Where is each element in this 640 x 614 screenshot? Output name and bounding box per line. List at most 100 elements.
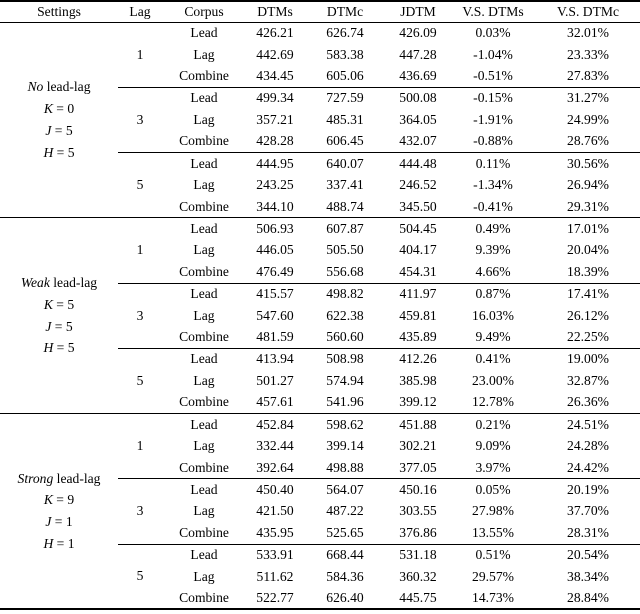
cell-dtms: 476.49 (256, 263, 294, 279)
table-row: 5 Lead 444.95 640.07 444.48 0.11% 30.56% (0, 151, 640, 218)
cell-vs-dtms: 0.41% (450, 347, 536, 370)
setting-param: K = 9 (0, 489, 118, 511)
cell-dtms: 444.95 (246, 152, 304, 175)
corpus-cell: Lead (162, 217, 246, 240)
cell-dtms: 522.77 (256, 589, 294, 605)
param-value: = 9 (52, 492, 75, 508)
cell-jdtm: 445.75 (399, 589, 437, 605)
cell-dtmc: 488.74 (326, 198, 364, 214)
cell-dtms: 243.25 (256, 177, 294, 193)
cell-dtms: 392.64 (256, 459, 294, 475)
setting-param: K = 0 (0, 98, 118, 120)
table-row: 3 Lead 450.40 564.07 450.16 0.05% 20.19% (0, 478, 640, 544)
cell-vs-dtmc: 28.76% (567, 133, 609, 149)
table-header: Settings Lag Corpus DTMs DTMc JDTM V.S. … (0, 1, 640, 23)
cell-vs-dtmc: 20.19% (536, 478, 640, 501)
corpus-cell: Lag (193, 242, 215, 258)
cell-vs-dtms: 3.97% (475, 459, 511, 475)
cell-jdtm: 454.31 (399, 263, 437, 279)
cell-jdtm: 432.07 (399, 133, 437, 149)
cell-dtms: 421.50 (256, 503, 294, 519)
lag-cell: 3 (118, 478, 162, 544)
cell-jdtm: 444.48 (386, 152, 450, 175)
table-row: Lag 501.27 574.94 385.98 23.00% 32.87% (0, 370, 640, 392)
cell-jdtm: 360.32 (399, 568, 437, 584)
lag-cell: 1 (118, 217, 162, 283)
corpus-cell: Combine (179, 394, 229, 410)
cell-jdtm: 436.69 (399, 68, 437, 84)
cell-vs-dtms: 0.49% (450, 217, 536, 240)
setting-param: J = 1 (0, 511, 118, 533)
corpus-cell: Lag (193, 307, 215, 323)
cell-vs-dtms: 12.78% (472, 394, 514, 410)
cell-vs-dtmc: 20.54% (536, 543, 640, 566)
setting-param: K = 5 (0, 294, 118, 316)
cell-vs-dtms: 23.00% (472, 372, 514, 388)
cell-vs-dtmc: 28.31% (567, 524, 609, 540)
table-row: Combine 476.49 556.68 454.31 4.66% 18.39% (0, 261, 640, 283)
cell-jdtm: 364.05 (399, 111, 437, 127)
cell-dtmc: 508.98 (304, 347, 386, 370)
cell-jdtm: 412.26 (386, 347, 450, 370)
param-var: H (43, 340, 54, 356)
cell-vs-dtmc: 22.25% (567, 329, 609, 345)
cell-dtmc: 556.68 (326, 263, 364, 279)
cell-vs-dtms: -0.15% (450, 86, 536, 109)
cell-vs-dtms: 0.03% (475, 25, 511, 41)
param-var: J (45, 318, 52, 334)
param-value: = 1 (51, 514, 73, 530)
cell-dtmc: 337.41 (326, 177, 364, 193)
cell-jdtm: 246.52 (399, 177, 437, 193)
cell-jdtm: 303.55 (399, 503, 437, 519)
cell-dtmc: 584.36 (326, 568, 364, 584)
cell-dtms: 446.05 (256, 242, 294, 258)
param-value: = 5 (53, 340, 75, 356)
corpus-cell: Lag (193, 372, 215, 388)
table-row: 3 Lead 499.34 727.59 500.08 -0.15% 31.27% (0, 86, 640, 153)
corpus-cell: Combine (179, 524, 229, 540)
cell-vs-dtmc: 31.27% (536, 86, 640, 109)
cell-dtmc: 640.07 (304, 152, 386, 175)
cell-dtms: 344.10 (256, 198, 294, 214)
cell-vs-dtmc: 24.28% (567, 438, 609, 454)
cell-dtmc: 607.87 (304, 217, 386, 240)
corpus-cell: Lag (193, 503, 215, 519)
corpus-cell: Lead (162, 478, 246, 501)
param-var: K (43, 101, 53, 117)
cell-dtms: 357.21 (256, 111, 294, 127)
cell-vs-dtmc: 28.84% (567, 589, 609, 605)
corpus-cell: Combine (179, 589, 229, 605)
cell-vs-dtms: 0.51% (450, 543, 536, 566)
cell-dtmc: 498.82 (304, 282, 386, 305)
cell-vs-dtmc: 24.99% (567, 111, 609, 127)
cell-vs-dtmc: 18.39% (567, 263, 609, 279)
table-row: Lag 547.60 622.38 459.81 16.03% 26.12% (0, 305, 640, 327)
cell-jdtm: 377.05 (399, 459, 437, 475)
corpus-cell: Lag (193, 111, 215, 127)
cell-dtms: 426.21 (256, 25, 294, 41)
cell-dtms: 501.27 (256, 372, 294, 388)
corpus-cell: Combine (179, 263, 229, 279)
cell-jdtm: 459.81 (399, 307, 437, 323)
corpus-cell: Lead (162, 282, 246, 305)
corpus-cell: Lag (193, 438, 215, 454)
cell-jdtm: 376.86 (399, 524, 437, 540)
table-row: Combine 435.95 525.65 376.86 13.55% 28.31% (0, 522, 640, 544)
header-row: Settings Lag Corpus DTMs DTMc JDTM V.S. … (0, 1, 640, 23)
cell-vs-dtms: -1.04% (473, 46, 513, 62)
cell-dtms: 452.84 (246, 413, 304, 436)
param-value: = 5 (51, 318, 73, 334)
cell-dtmc: 505.50 (326, 242, 364, 258)
cell-vs-dtmc: 37.70% (567, 503, 609, 519)
cell-jdtm: 426.09 (399, 25, 437, 41)
cell-dtmc: 668.44 (304, 543, 386, 566)
param-value: = 5 (52, 296, 75, 312)
cell-dtms: 457.61 (256, 394, 294, 410)
cell-dtmc: 399.14 (326, 438, 364, 454)
cell-dtms: 428.28 (256, 133, 294, 149)
setting-param: J = 5 (0, 316, 118, 338)
cell-vs-dtmc: 30.56% (536, 152, 640, 175)
corpus-cell: Lag (193, 46, 215, 62)
cell-vs-dtmc: 23.33% (567, 46, 609, 62)
